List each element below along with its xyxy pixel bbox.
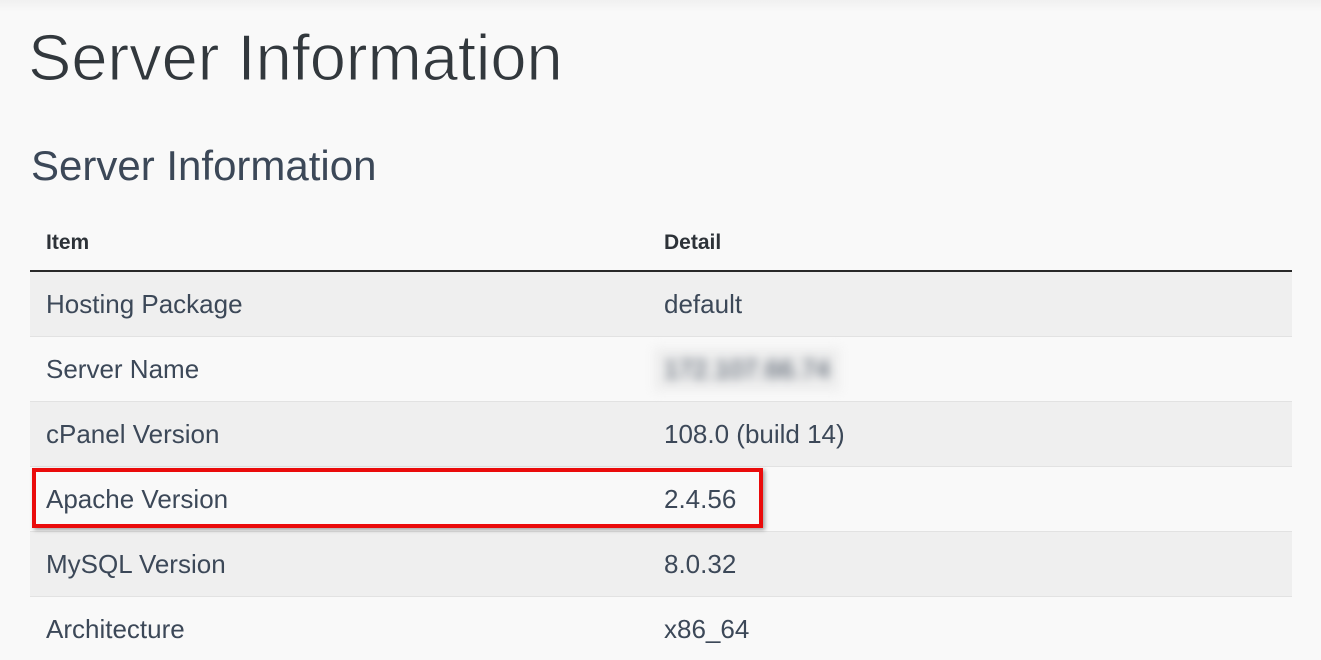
svg-text:Server Information: Server Information [29,21,563,94]
